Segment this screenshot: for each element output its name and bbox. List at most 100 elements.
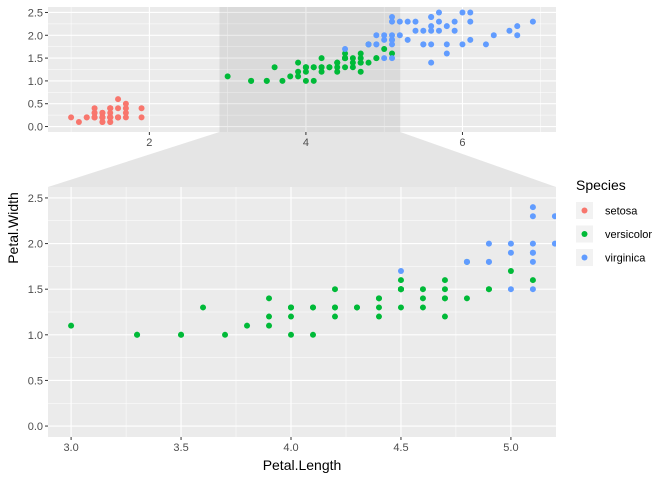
point-versicolor — [295, 73, 302, 80]
point-virginica — [662, 213, 668, 219]
point-virginica — [507, 249, 514, 256]
point-virginica — [529, 249, 536, 256]
overview-x-tick-label: 2 — [146, 137, 152, 149]
point-virginica — [389, 41, 396, 48]
point-virginica — [342, 45, 349, 52]
point-versicolor — [357, 50, 364, 57]
point-virginica — [507, 240, 514, 247]
point-setosa — [99, 109, 106, 116]
point-versicolor — [68, 322, 75, 329]
point-virginica — [389, 32, 396, 39]
point-versicolor — [529, 277, 536, 284]
zoom-x-tick-label: 4.0 — [283, 442, 298, 454]
legend: Species setosa versicolor virginica — [576, 177, 652, 266]
overview-y-tick-label: 0.5 — [28, 99, 43, 111]
point-versicolor — [134, 331, 141, 338]
point-virginica — [662, 231, 668, 237]
point-versicolor — [318, 55, 325, 62]
point-setosa — [107, 105, 114, 112]
point-versicolor — [271, 64, 278, 71]
point-versicolor — [349, 55, 356, 62]
legend-label-versicolor: versicolor — [605, 229, 652, 241]
point-versicolor — [357, 59, 364, 66]
point-versicolor — [334, 59, 341, 66]
point-setosa — [122, 100, 129, 107]
point-versicolor — [349, 59, 356, 66]
point-virginica — [404, 18, 411, 25]
zoom-x-tick-label: 3.0 — [63, 442, 78, 454]
zoom-x-tick-label: 3.5 — [173, 442, 188, 454]
point-virginica — [451, 27, 458, 34]
point-versicolor — [342, 64, 349, 71]
point-virginica — [467, 9, 474, 16]
point-virginica — [412, 18, 419, 25]
point-versicolor — [334, 64, 341, 71]
point-setosa — [107, 109, 114, 116]
point-setosa — [122, 109, 129, 116]
point-versicolor — [375, 313, 382, 320]
point-setosa — [91, 114, 98, 121]
point-versicolor — [295, 68, 302, 75]
point-virginica — [640, 204, 646, 210]
point-versicolor — [375, 295, 382, 302]
point-virginica — [373, 32, 380, 39]
point-virginica — [463, 258, 470, 265]
point-virginica — [485, 258, 492, 265]
point-virginica — [640, 222, 646, 228]
point-versicolor — [224, 73, 231, 80]
point-versicolor — [485, 286, 492, 293]
zoom-region-highlight — [219, 7, 401, 132]
legend-marker-virginica — [581, 254, 588, 261]
point-setosa — [68, 114, 75, 121]
point-versicolor — [310, 77, 317, 84]
point-virginica — [420, 41, 427, 48]
point-versicolor — [331, 286, 338, 293]
point-versicolor — [302, 77, 309, 84]
point-versicolor — [334, 68, 341, 75]
point-versicolor — [309, 331, 316, 338]
point-virginica — [459, 41, 466, 48]
point-setosa — [99, 114, 106, 121]
point-virginica — [507, 286, 514, 293]
point-virginica — [596, 213, 602, 219]
point-versicolor — [342, 50, 349, 57]
zoom-x-tick-label: 5.0 — [503, 442, 518, 454]
point-setosa — [107, 114, 114, 121]
point-virginica — [365, 41, 372, 48]
point-virginica — [389, 55, 396, 62]
overview-y-tick-label: 2.0 — [28, 30, 43, 42]
zoom-y-tick-label: 1.5 — [28, 284, 43, 296]
point-virginica — [514, 32, 521, 39]
overview-y-tick-label: 1.5 — [28, 53, 43, 65]
point-virginica — [443, 23, 450, 30]
point-virginica — [381, 55, 388, 62]
point-virginica — [596, 231, 602, 237]
point-virginica — [381, 36, 388, 43]
point-virginica — [389, 36, 396, 43]
legend-label-virginica: virginica — [605, 253, 646, 265]
point-virginica — [506, 27, 513, 34]
point-versicolor — [309, 304, 316, 311]
x-axis-label: Petal.Length — [263, 457, 342, 473]
zoom-y-tick-label: 2.0 — [28, 239, 43, 251]
point-setosa — [91, 109, 98, 116]
point-versicolor — [288, 304, 295, 311]
overview-y-tick-label: 2.5 — [28, 7, 43, 19]
point-virginica — [373, 41, 380, 48]
point-versicolor — [178, 331, 185, 338]
point-versicolor — [266, 295, 273, 302]
overview-y-tick-label: 0.0 — [28, 122, 43, 134]
point-versicolor — [375, 304, 382, 311]
point-versicolor — [397, 304, 404, 311]
zoom-y-tick-label: 1.0 — [28, 330, 43, 342]
point-virginica — [435, 18, 442, 25]
zoom-y-tick-label: 2.5 — [28, 193, 43, 205]
point-setosa — [122, 114, 129, 121]
point-versicolor — [342, 55, 349, 62]
point-virginica — [467, 18, 474, 25]
point-virginica — [443, 41, 450, 48]
overview-y-tick-label: 1.0 — [28, 76, 43, 88]
zoom-indicator — [48, 132, 556, 187]
zoom-y-tick-label: 0.5 — [28, 375, 43, 387]
